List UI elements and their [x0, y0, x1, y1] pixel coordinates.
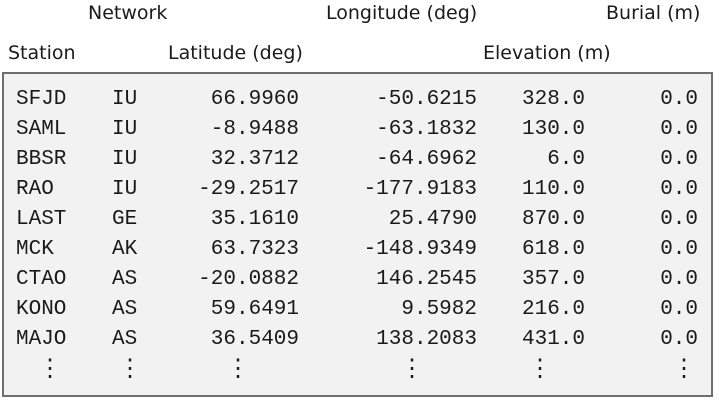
header-latitude: Latitude (deg): [168, 42, 303, 64]
station-cell: MAJO: [16, 328, 67, 351]
burial-cell: 0.0: [660, 88, 698, 111]
longitude-cell: -63.1832: [376, 118, 477, 141]
latitude-cell: 59.6491: [210, 298, 299, 321]
latitude-cell: 32.3712: [210, 148, 299, 171]
station-cell: SFJD: [16, 88, 67, 111]
network-cell: IU: [112, 148, 138, 171]
latitude-cell: -29.2517: [198, 178, 299, 201]
table-row: MCK AK 63.7323 -148.9349 618.0 0.0: [4, 237, 711, 263]
longitude-cell: 25.4790: [388, 208, 477, 231]
network-cell: GE: [112, 208, 138, 231]
network-cell: AS: [112, 298, 138, 321]
station-cell: CTAO: [16, 268, 67, 291]
latitude-cell: -8.9488: [210, 118, 299, 141]
elevation-cell: 130.0: [521, 118, 585, 141]
network-cell: IU: [112, 118, 138, 141]
station-cell: BBSR: [16, 148, 67, 171]
network-cell: IU: [112, 88, 138, 111]
header-network: Network: [88, 2, 168, 24]
elevation-cell: 6.0: [547, 148, 585, 171]
table-row: RAO IU -29.2517 -177.9183 110.0 0.0: [4, 177, 711, 203]
station-cell: KONO: [16, 298, 67, 321]
burial-cell: 0.0: [660, 238, 698, 261]
elevation-cell: 110.0: [521, 178, 585, 201]
elevation-cell: 216.0: [521, 298, 585, 321]
burial-cell: 0.0: [660, 298, 698, 321]
station-table: SFJD IU 66.9960 -50.6215 328.0 0.0 SAML IU -8.94…: [2, 72, 713, 397]
burial-cell: 0.0: [660, 328, 698, 351]
elevation-cell: 328.0: [521, 88, 585, 111]
network-cell: IU: [112, 178, 138, 201]
burial-cell: 0.0: [660, 118, 698, 141]
table-row: CTAO AS -20.0882 146.2545 357.0 0.0: [4, 267, 711, 293]
table-row: BBSR IU 32.3712 -64.6962 6.0 0.0: [4, 147, 711, 173]
station-continuation: ⋮: [38, 357, 62, 384]
header-burial: Burial (m): [606, 2, 701, 24]
longitude-cell: -64.6962: [376, 148, 477, 171]
header-elevation: Elevation (m): [483, 42, 611, 64]
network-continuation: ⋮: [118, 357, 142, 384]
table-row: KONO AS 59.6491 9.5982 216.0 0.0: [4, 297, 711, 323]
station-cell: LAST: [16, 208, 67, 231]
burial-cell: 0.0: [660, 148, 698, 171]
elevation-cell: 357.0: [521, 268, 585, 291]
elevation-cell: 870.0: [521, 208, 585, 231]
burial-cell: 0.0: [660, 268, 698, 291]
table-row: LAST GE 35.1610 25.4790 870.0 0.0: [4, 207, 711, 233]
header-station: Station: [8, 42, 76, 64]
longitude-cell: 9.5982: [401, 298, 477, 321]
burial-continuation: ⋮: [672, 357, 696, 384]
latitude-continuation: ⋮: [226, 357, 250, 384]
longitude-cell: 138.2083: [376, 328, 477, 351]
latitude-cell: -20.0882: [198, 268, 299, 291]
longitude-cell: -177.9183: [363, 178, 477, 201]
longitude-continuation: ⋮: [400, 357, 424, 384]
longitude-cell: 146.2545: [376, 268, 477, 291]
burial-cell: 0.0: [660, 208, 698, 231]
latitude-cell: 66.9960: [210, 88, 299, 111]
elevation-continuation: ⋮: [528, 357, 552, 384]
station-cell: SAML: [16, 118, 67, 141]
table-row: SAML IU -8.9488 -63.1832 130.0 0.0: [4, 117, 711, 143]
latitude-cell: 63.7323: [210, 238, 299, 261]
header-longitude: Longitude (deg): [326, 2, 478, 24]
longitude-cell: -50.6215: [376, 88, 477, 111]
elevation-cell: 618.0: [521, 238, 585, 261]
elevation-cell: 431.0: [521, 328, 585, 351]
network-cell: AS: [112, 268, 138, 291]
latitude-cell: 36.5409: [210, 328, 299, 351]
latitude-cell: 35.1610: [210, 208, 299, 231]
table-row: SFJD IU 66.9960 -50.6215 328.0 0.0: [4, 87, 711, 113]
longitude-cell: -148.9349: [363, 238, 477, 261]
table-row: MAJO AS 36.5409 138.2083 431.0 0.0: [4, 327, 711, 353]
station-cell: RAO: [16, 178, 54, 201]
network-cell: AS: [112, 328, 138, 351]
burial-cell: 0.0: [660, 178, 698, 201]
network-cell: AK: [112, 238, 138, 261]
station-cell: MCK: [16, 238, 54, 261]
